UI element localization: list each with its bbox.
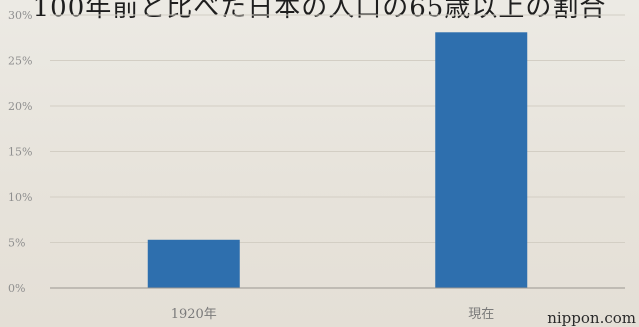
y-tick-label: 0%	[8, 282, 25, 295]
y-tick-label: 25%	[8, 55, 32, 68]
bar	[435, 32, 528, 288]
x-tick-label: 1920年	[171, 307, 217, 322]
chart-title: 100年前と比べた日本の人口の65歳以上の割合	[32, 0, 607, 23]
y-tick-label: 15%	[8, 146, 32, 159]
x-tick-label: 現在	[468, 307, 494, 322]
source-label: nippon.com	[547, 309, 636, 327]
y-tick-label: 20%	[8, 100, 32, 113]
y-tick-label: 30%	[8, 9, 32, 22]
y-tick-label: 5%	[8, 237, 25, 250]
y-tick-label: 10%	[8, 191, 32, 204]
bar	[147, 239, 240, 288]
